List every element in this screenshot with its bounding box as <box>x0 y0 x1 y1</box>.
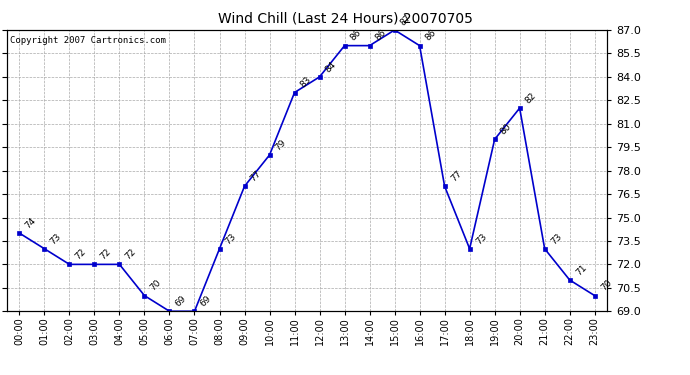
Text: 73: 73 <box>474 231 489 246</box>
Text: 86: 86 <box>374 28 388 43</box>
Text: Wind Chill (Last 24 Hours) 20070705: Wind Chill (Last 24 Hours) 20070705 <box>217 11 473 25</box>
Text: 86: 86 <box>424 28 438 43</box>
Text: 73: 73 <box>48 231 63 246</box>
Text: 84: 84 <box>324 60 338 74</box>
Text: 72: 72 <box>124 247 138 262</box>
Text: 80: 80 <box>499 122 513 136</box>
Text: 87: 87 <box>399 13 413 27</box>
Text: 73: 73 <box>224 231 238 246</box>
Text: Copyright 2007 Cartronics.com: Copyright 2007 Cartronics.com <box>10 36 166 45</box>
Text: 70: 70 <box>599 278 613 293</box>
Text: 69: 69 <box>199 294 213 309</box>
Text: 79: 79 <box>274 138 288 152</box>
Text: 82: 82 <box>524 91 538 105</box>
Text: 74: 74 <box>23 216 38 230</box>
Text: 86: 86 <box>348 28 363 43</box>
Text: 69: 69 <box>174 294 188 309</box>
Text: 73: 73 <box>549 231 563 246</box>
Text: 83: 83 <box>299 75 313 90</box>
Text: 70: 70 <box>148 278 163 293</box>
Text: 71: 71 <box>574 263 589 277</box>
Text: 77: 77 <box>448 169 463 183</box>
Text: 72: 72 <box>99 247 113 262</box>
Text: 72: 72 <box>74 247 88 262</box>
Text: 77: 77 <box>248 169 263 183</box>
